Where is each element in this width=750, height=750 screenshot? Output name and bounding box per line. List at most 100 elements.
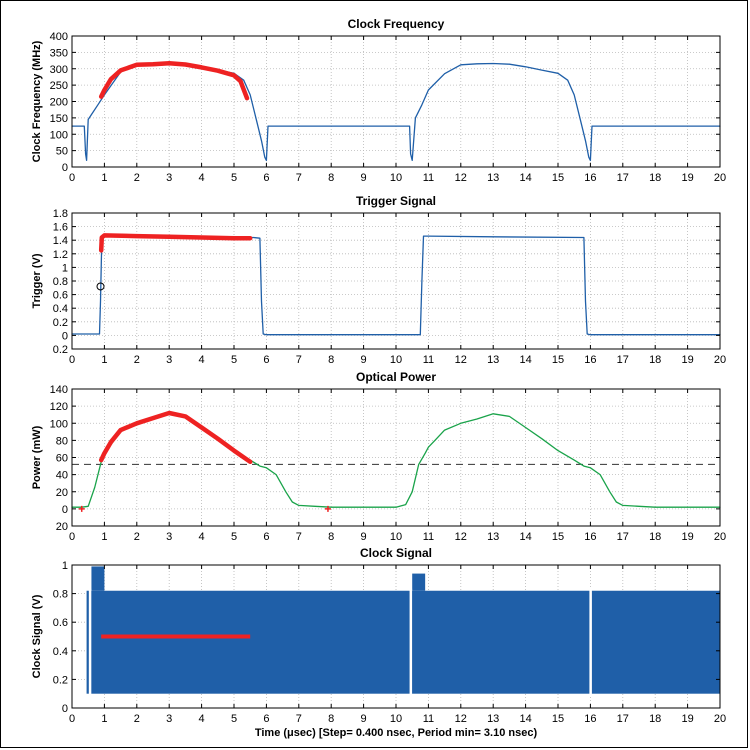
x-tick-label: 12: [455, 172, 467, 184]
x-tick-label: 3: [166, 531, 172, 543]
x-tick-label: 1: [101, 531, 107, 543]
x-tick-label: 7: [296, 354, 302, 366]
x-tick-label: 14: [519, 354, 531, 366]
x-tick-label: 13: [487, 172, 499, 184]
y-tick-label: 0.4: [53, 646, 68, 658]
y-axis-label: Clock Signal (V): [31, 594, 43, 678]
x-tick-label: 10: [390, 172, 402, 184]
x-tick-label: 15: [552, 713, 564, 725]
x-tick-label: 0: [69, 172, 75, 184]
x-tick-label: 15: [552, 354, 564, 366]
clock-signal-spike: [412, 573, 426, 591]
x-tick-label: 19: [681, 531, 693, 543]
y-tick-label: 0.6: [53, 617, 68, 629]
x-axis-label: Time (μsec) [Step= 0.400 nsec, Period mi…: [255, 727, 538, 739]
y-tick-label: 400: [50, 31, 68, 43]
x-tick-label: 5: [231, 172, 237, 184]
clock-signal-gap: [409, 588, 413, 696]
x-tick-label: 2: [134, 713, 140, 725]
x-tick-label: 16: [584, 172, 596, 184]
x-tick-label: 6: [263, 713, 269, 725]
x-tick-label: 11: [423, 713, 434, 725]
x-tick-label: 3: [166, 713, 172, 725]
x-tick-label: 18: [649, 354, 661, 366]
x-tick-label: 3: [166, 172, 172, 184]
x-tick-label: 1: [101, 354, 107, 366]
x-tick-label: 4: [199, 531, 205, 543]
y-tick-label: 150: [50, 113, 68, 125]
y-tick-label: 1.2: [53, 249, 68, 261]
x-tick-label: 9: [361, 713, 367, 725]
y-tick-label: 0.2: [53, 344, 68, 356]
x-tick-label: 4: [199, 354, 205, 366]
y-tick-label: 140: [50, 384, 68, 396]
chart-panel-2: 0 1 2 3 4 5 6 7 8 9 10 11 12 13 14 15 16 17 18 19 200.200.20…: [31, 194, 726, 366]
y-tick-label: 0: [62, 504, 68, 516]
y-tick-label: 50: [56, 146, 68, 158]
series-line-2: [98, 60, 250, 101]
red-point-marker: [78, 505, 85, 512]
trigger-marker: [96, 282, 105, 291]
x-tick-label: 13: [487, 354, 499, 366]
x-tick-label: 6: [263, 172, 269, 184]
y-tick-label: 0.2: [53, 674, 68, 686]
x-tick-label: 18: [649, 713, 661, 725]
chart-panel-1: 0 1 2 3 4 5 6 7 8 9 10 11 12 13 14 15 16 17 18 19 2005010015…: [31, 17, 726, 184]
x-tick-label: 10: [390, 354, 402, 366]
y-tick-label: 200: [50, 97, 68, 109]
y-tick-label: 0: [62, 330, 68, 342]
x-tick-label: 20: [714, 354, 726, 366]
y-tick-label: 1.8: [53, 208, 68, 220]
x-tick-label: 6: [263, 531, 269, 543]
x-tick-label: 2: [134, 172, 140, 184]
series-line-2: [98, 233, 253, 253]
x-tick-label: 19: [681, 172, 693, 184]
chart-title: Trigger Signal: [356, 194, 436, 208]
y-tick-label: 0.8: [53, 276, 68, 288]
x-tick-label: 15: [552, 531, 564, 543]
y-tick-label: 350: [50, 47, 68, 59]
x-tick-label: 7: [296, 172, 302, 184]
x-tick-label: 15: [552, 172, 564, 184]
series-line-1: [71, 62, 721, 162]
x-tick-label: 0: [69, 531, 75, 543]
x-tick-label: 4: [199, 172, 205, 184]
y-tick-label: 60: [56, 453, 68, 465]
y-tick-label: 100: [50, 418, 68, 430]
chart-panel-3: 0 1 2 3 4 5 6 7 8 9 10 11 12 13 14 15 16 17 18 19 2020020406…: [31, 370, 726, 543]
x-tick-label: 14: [519, 713, 531, 725]
series-line-2: [98, 410, 253, 465]
x-tick-label: 20: [714, 531, 726, 543]
y-tick-label: 0.8: [53, 589, 68, 601]
x-tick-label: 2: [134, 531, 140, 543]
chart-title: Clock Frequency: [348, 17, 445, 31]
x-tick-label: 1: [101, 713, 107, 725]
chart-title: Clock Signal: [360, 546, 432, 560]
x-tick-label: 8: [328, 354, 334, 366]
x-tick-label: 12: [455, 531, 467, 543]
y-tick-label: 0: [62, 162, 68, 174]
x-tick-label: 16: [584, 531, 596, 543]
x-tick-label: 17: [617, 713, 629, 725]
chart-title: Optical Power: [356, 370, 436, 384]
x-tick-label: 4: [199, 713, 205, 725]
x-tick-label: 11: [423, 172, 434, 184]
y-tick-label: 1.6: [53, 222, 68, 234]
x-tick-label: 17: [617, 354, 629, 366]
x-tick-label: 17: [617, 531, 629, 543]
x-tick-label: 20: [714, 713, 726, 725]
y-tick-label: 20: [56, 521, 68, 533]
y-axis-label: Trigger (V): [31, 253, 43, 308]
x-tick-label: 3: [166, 354, 172, 366]
clock-signal-gap: [589, 588, 592, 696]
x-tick-label: 5: [231, 354, 237, 366]
y-tick-label: 0.2: [53, 317, 68, 329]
y-tick-label: 1: [62, 560, 68, 572]
x-tick-label: 19: [681, 354, 693, 366]
y-axis-label: Clock Frequency (MHz): [31, 40, 43, 162]
y-tick-label: 1: [62, 262, 68, 274]
x-tick-label: 9: [361, 172, 367, 184]
x-tick-label: 9: [361, 354, 367, 366]
y-tick-label: 40: [56, 470, 68, 482]
